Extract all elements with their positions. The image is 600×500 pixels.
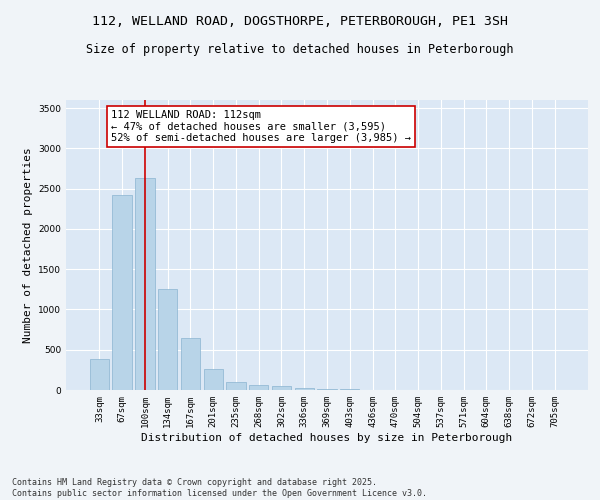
Bar (317, 389, 337, 390)
Text: 112 WELLAND ROAD: 112sqm
← 47% of detached houses are smaller (3,595)
52% of sem: 112 WELLAND ROAD: 112sqm ← 47% of detach… (111, 110, 411, 143)
X-axis label: Distribution of detached houses by size in Peterborough: Distribution of detached houses by size … (142, 432, 512, 442)
Bar (203, 369, 223, 390)
Bar (295, 388, 314, 390)
Bar (112, 195, 132, 390)
Bar (249, 385, 268, 390)
Text: Size of property relative to detached houses in Peterborough: Size of property relative to detached ho… (86, 42, 514, 56)
Bar (272, 386, 291, 390)
Bar (340, 389, 359, 390)
Text: 112, WELLAND ROAD, DOGSTHORPE, PETERBOROUGH, PE1 3SH: 112, WELLAND ROAD, DOGSTHORPE, PETERBORO… (92, 15, 508, 28)
Bar (181, 338, 200, 390)
Bar (226, 382, 245, 390)
Bar (135, 178, 155, 390)
Bar (158, 288, 178, 390)
Text: Contains HM Land Registry data © Crown copyright and database right 2025.
Contai: Contains HM Land Registry data © Crown c… (12, 478, 427, 498)
Y-axis label: Number of detached properties: Number of detached properties (23, 147, 32, 343)
Bar (90, 358, 109, 390)
